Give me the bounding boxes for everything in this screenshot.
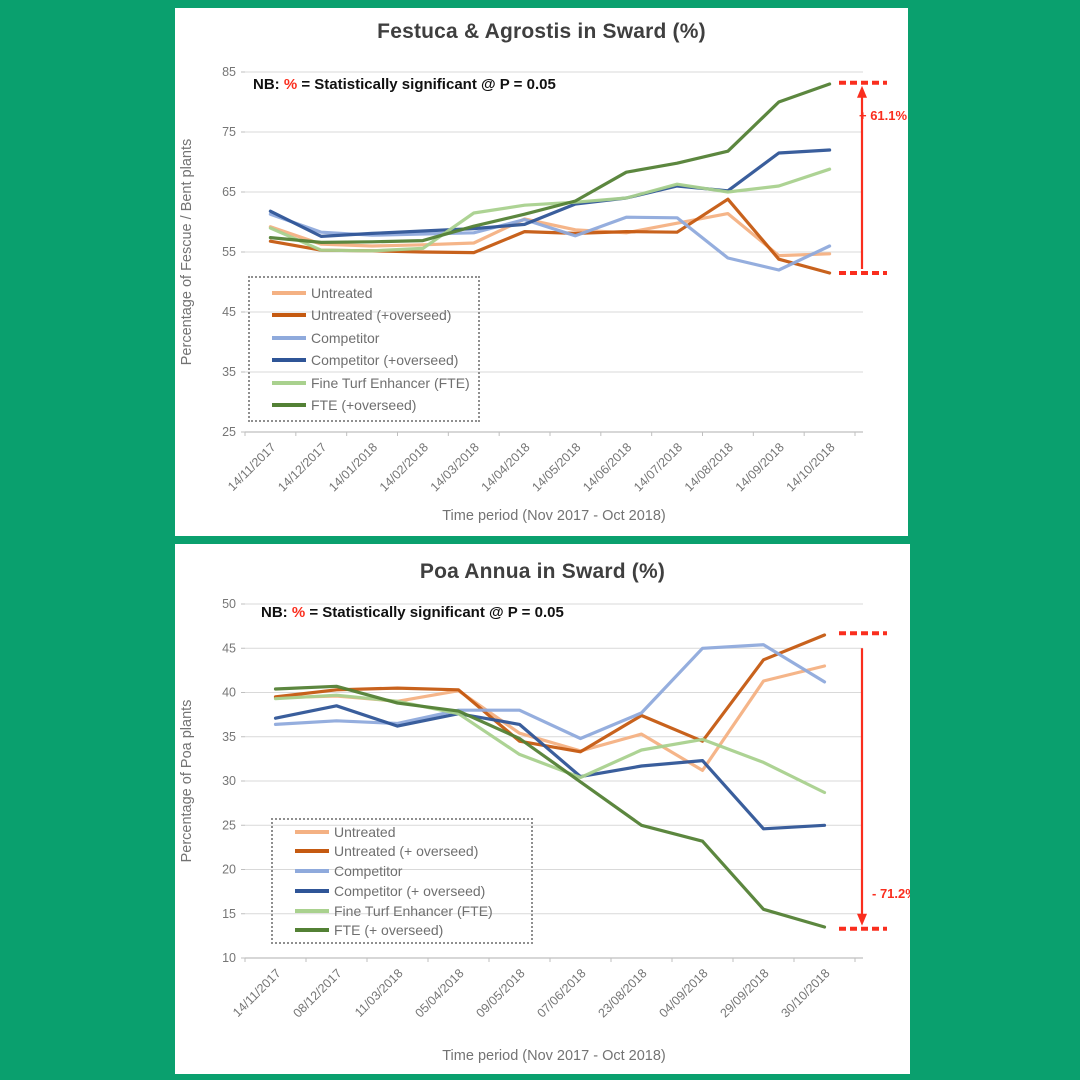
svg-text:10: 10 bbox=[222, 951, 236, 965]
legend-swatch-line bbox=[295, 869, 329, 874]
svg-text:30: 30 bbox=[222, 774, 236, 788]
legend-swatch-line bbox=[272, 358, 306, 363]
legend-box: Untreated Untreated (+overseed) Competitor… bbox=[248, 276, 480, 422]
legend-swatch-line bbox=[272, 380, 306, 385]
note-percent-symbol: % bbox=[291, 604, 306, 621]
svg-text:14/01/2018: 14/01/2018 bbox=[326, 440, 380, 494]
legend-item: Fine Turf Enhancer (FTE) bbox=[272, 375, 478, 391]
legend-swatch-line bbox=[272, 313, 306, 318]
legend-item: Competitor (+overseed) bbox=[272, 352, 478, 368]
loss-annotation-label: - 71.2% bbox=[872, 886, 910, 901]
svg-text:35: 35 bbox=[222, 365, 236, 379]
legend-swatch-line bbox=[295, 829, 329, 834]
svg-text:25: 25 bbox=[222, 425, 236, 439]
svg-text:35: 35 bbox=[222, 730, 236, 744]
legend-item-label: Untreated (+ overseed) bbox=[334, 843, 479, 860]
legend-swatch-line bbox=[272, 290, 306, 295]
legend-item-label: FTE (+overseed) bbox=[311, 397, 417, 414]
svg-text:45: 45 bbox=[222, 305, 236, 319]
svg-text:09/05/2018: 09/05/2018 bbox=[473, 966, 527, 1020]
svg-text:Time period (Nov 2017 - Oct 20: Time period (Nov 2017 - Oct 2018) bbox=[442, 508, 666, 524]
chart-card-poa: Poa Annua in Sward (%) 50 45 40 35 30 25 20 15 1… bbox=[175, 544, 910, 1074]
legend-item: Competitor (+ overseed) bbox=[295, 883, 531, 899]
chart-title-festuca: Festuca & Agrostis in Sward (%) bbox=[377, 20, 706, 43]
legend-swatch-line bbox=[295, 888, 329, 893]
svg-text:14/11/2017: 14/11/2017 bbox=[230, 966, 284, 1020]
significance-note: NB: % = Statistically significant @ P = … bbox=[253, 76, 556, 93]
svg-text:14/11/2017: 14/11/2017 bbox=[225, 440, 279, 494]
svg-text:65: 65 bbox=[222, 185, 236, 199]
legend-item-label: Competitor (+ overseed) bbox=[334, 882, 486, 899]
svg-text:45: 45 bbox=[222, 641, 236, 655]
svg-text:14/03/2018: 14/03/2018 bbox=[428, 440, 482, 494]
svg-text:08/12/2017: 08/12/2017 bbox=[290, 966, 344, 1020]
svg-text:14/12/2017: 14/12/2017 bbox=[275, 440, 329, 494]
legend-item-label: Fine Turf Enhancer (FTE) bbox=[334, 902, 493, 919]
svg-text:Time period (Nov 2017 - Oct 20: Time period (Nov 2017 - Oct 2018) bbox=[442, 1048, 666, 1064]
chart-title-poa: Poa Annua in Sward (%) bbox=[419, 560, 666, 583]
svg-text:Percentage of Fescue / Bent pl: Percentage of Fescue / Bent plants bbox=[179, 139, 195, 366]
legend-item-label: Competitor bbox=[334, 863, 403, 880]
legend-swatch-line bbox=[295, 849, 329, 854]
legend-swatch-line bbox=[272, 335, 306, 340]
svg-text:11/03/2018: 11/03/2018 bbox=[352, 966, 406, 1020]
legend-item: Fine Turf Enhancer (FTE) bbox=[295, 903, 531, 919]
svg-text:40: 40 bbox=[222, 686, 236, 700]
legend-swatch-line bbox=[295, 908, 329, 913]
svg-text:75: 75 bbox=[222, 125, 236, 139]
svg-text:14/05/2018: 14/05/2018 bbox=[529, 440, 583, 494]
note-prefix: NB: bbox=[253, 76, 284, 93]
legend-item-label: FTE (+ overseed) bbox=[334, 922, 444, 939]
legend-item: Competitor bbox=[272, 330, 478, 346]
legend-item: Untreated bbox=[295, 824, 531, 840]
svg-text:Percentage of Poa plants: Percentage of Poa plants bbox=[179, 700, 195, 863]
legend-item-label: Untreated (+overseed) bbox=[311, 307, 452, 324]
svg-text:23/08/2018: 23/08/2018 bbox=[595, 966, 649, 1020]
legend-item: Competitor bbox=[295, 863, 531, 879]
gain-annotation-label: + 61.1% bbox=[859, 108, 908, 123]
note-text: = Statistically significant @ P = 0.05 bbox=[297, 76, 556, 93]
significance-note: NB: % = Statistically significant @ P = … bbox=[261, 604, 564, 621]
legend-item-label: Competitor (+overseed) bbox=[311, 352, 459, 369]
festuca-line-chart: 85 75 65 55 45 35 2514/11/201714/12/201714/01/… bbox=[179, 65, 887, 524]
note-prefix: NB: bbox=[261, 604, 292, 621]
legend-box: Untreated Untreated (+ overseed) Competito… bbox=[271, 818, 533, 944]
legend-item-label: Fine Turf Enhancer (FTE) bbox=[311, 374, 470, 391]
svg-text:14/10/2018: 14/10/2018 bbox=[784, 440, 838, 494]
legend-item: Untreated (+ overseed) bbox=[295, 843, 531, 859]
legend-item-label: Untreated bbox=[311, 284, 373, 301]
svg-text:20: 20 bbox=[222, 863, 236, 877]
legend-item: Untreated (+overseed) bbox=[272, 307, 478, 323]
svg-text:14/08/2018: 14/08/2018 bbox=[682, 440, 736, 494]
chart-card-festuca: Festuca & Agrostis in Sward (%) 85 75 65 55… bbox=[175, 8, 908, 536]
legend-item: Untreated bbox=[272, 285, 478, 301]
svg-text:04/09/2018: 04/09/2018 bbox=[656, 966, 710, 1020]
legend-item: FTE (+overseed) bbox=[272, 397, 478, 413]
note-percent-symbol: % bbox=[283, 76, 298, 93]
legend-swatch-line bbox=[272, 403, 306, 408]
svg-text:14/09/2018: 14/09/2018 bbox=[733, 440, 787, 494]
svg-text:14/02/2018: 14/02/2018 bbox=[377, 440, 431, 494]
svg-text:07/06/2018: 07/06/2018 bbox=[534, 966, 588, 1020]
svg-text:14/04/2018: 14/04/2018 bbox=[479, 440, 533, 494]
svg-text:14/07/2018: 14/07/2018 bbox=[631, 440, 685, 494]
legend-item-label: Competitor bbox=[311, 329, 380, 346]
svg-text:50: 50 bbox=[222, 597, 236, 611]
legend-item-label: Untreated bbox=[334, 823, 396, 840]
legend-item: FTE (+ overseed) bbox=[295, 922, 531, 938]
svg-text:15: 15 bbox=[222, 907, 236, 921]
svg-text:25: 25 bbox=[222, 818, 236, 832]
note-text: = Statistically significant @ P = 0.05 bbox=[305, 604, 564, 621]
svg-text:29/09/2018: 29/09/2018 bbox=[717, 966, 771, 1020]
svg-text:05/04/2018: 05/04/2018 bbox=[412, 966, 466, 1020]
legend-swatch-line bbox=[295, 928, 329, 933]
svg-text:85: 85 bbox=[222, 65, 236, 79]
svg-text:14/06/2018: 14/06/2018 bbox=[580, 440, 634, 494]
svg-text:55: 55 bbox=[222, 245, 236, 259]
svg-text:30/10/2018: 30/10/2018 bbox=[778, 966, 832, 1020]
